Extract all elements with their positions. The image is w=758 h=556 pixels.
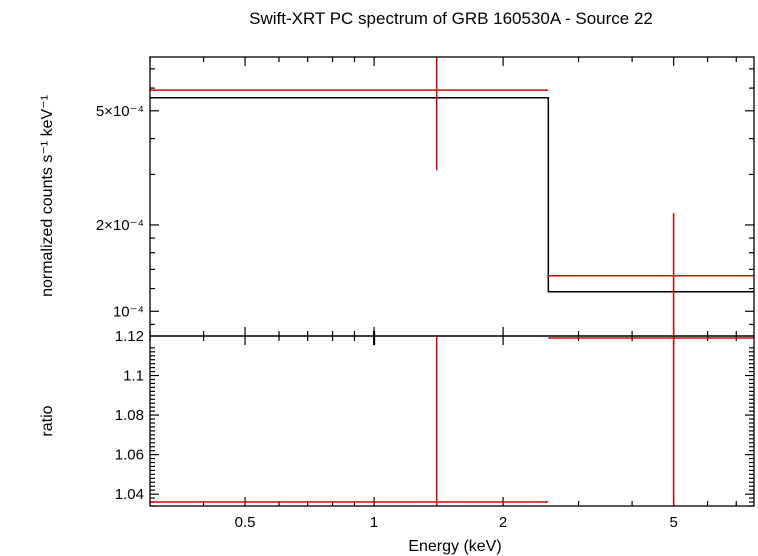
x-tick-label: 5 xyxy=(669,514,677,531)
bottom-panel-ticks xyxy=(149,336,754,507)
bottom-y-tick-label: 1.04 xyxy=(115,486,144,503)
x-axis-label: Energy (keV) xyxy=(408,538,501,555)
bottom-y-tick-label: 1.12 xyxy=(115,328,144,345)
model-step-line xyxy=(150,97,754,293)
bottom-y-tick-label: 1.08 xyxy=(115,407,144,424)
top-panel-frame xyxy=(149,56,755,337)
bottom-y-tick-label: 1.1 xyxy=(123,368,144,385)
top-y-axis-label: normalized counts s⁻¹ keV⁻¹ xyxy=(39,95,56,297)
x-tick-label: 0.5 xyxy=(235,514,256,531)
x-tick-label: 1 xyxy=(370,514,378,531)
bottom-panel-marks xyxy=(150,336,754,506)
top-y-tick-label: 2×10⁻⁴ xyxy=(96,217,144,234)
bottom-y-tick-label: 1.06 xyxy=(115,447,144,464)
top-panel-ticks xyxy=(149,57,754,345)
chart-title: Swift-XRT PC spectrum of GRB 160530A - S… xyxy=(249,9,653,28)
bottom-y-axis-label: ratio xyxy=(39,405,56,436)
top-y-tick-label: 5×10⁻⁴ xyxy=(96,103,144,120)
bottom-panel-frame xyxy=(149,335,755,507)
x-tick-label: 2 xyxy=(499,514,507,531)
top-panel-marks xyxy=(150,57,754,336)
top-y-tick-label: 10⁻⁴ xyxy=(113,303,144,320)
